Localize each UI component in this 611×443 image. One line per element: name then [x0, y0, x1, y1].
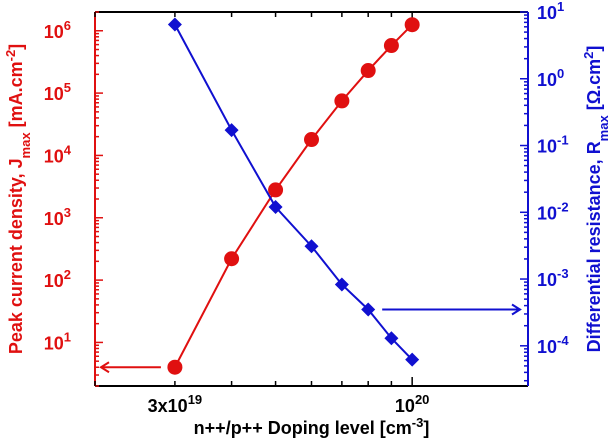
arrow-head-left [99, 361, 110, 374]
data-point [224, 251, 240, 267]
left-tick-label: 104 [44, 142, 72, 166]
y-left-axis-title: Peak current density, Jmax [mA.cm-2] [3, 44, 33, 354]
data-point [405, 352, 420, 367]
data-point [224, 123, 239, 138]
data-point [383, 38, 399, 54]
arrow-head-right [511, 303, 522, 316]
data-point [268, 182, 284, 198]
left-tick-label: 101 [44, 329, 71, 353]
data-point [304, 132, 319, 148]
data-point [404, 17, 420, 33]
axes: 101 102 103 104 105 106 10-4 10-3 10-2 10-1 100 101… [44, 0, 570, 416]
data-point [167, 359, 183, 375]
data-point [268, 199, 283, 214]
data-point [334, 93, 350, 109]
series-layer [167, 17, 420, 375]
data-point [334, 277, 349, 292]
left-tick-label: 103 [44, 205, 71, 229]
data-point [167, 17, 182, 32]
data-point [360, 63, 376, 79]
x-tick-label: 1020 [395, 392, 430, 416]
x-axis-title: n++/p++ Doping level [cm-3] [194, 415, 430, 439]
right-tick-label: 10-1 [537, 133, 569, 157]
right-tick-label: 101 [537, 0, 564, 23]
annotations [99, 303, 522, 374]
data-point [304, 239, 319, 254]
data-point [361, 302, 376, 317]
y-right-axis-title: Differential resistance, Rmax [Ω.cm2] [581, 46, 611, 353]
series-line-1 [174, 24, 413, 368]
series-line-2 [174, 24, 413, 361]
right-tick-label: 10-3 [537, 266, 569, 290]
right-tick-label: 10-4 [537, 333, 569, 357]
x-tick-label: 3x1019 [148, 392, 203, 416]
data-point [384, 331, 399, 346]
right-tick-label: 100 [537, 66, 564, 90]
right-tick-label: 10-2 [537, 199, 569, 223]
axis-titles: n++/p++ Doping level [cm-3] Peak current … [3, 44, 611, 438]
left-tick-label: 105 [44, 80, 71, 104]
left-tick-label: 102 [44, 267, 71, 291]
left-tick-label: 106 [44, 18, 71, 42]
